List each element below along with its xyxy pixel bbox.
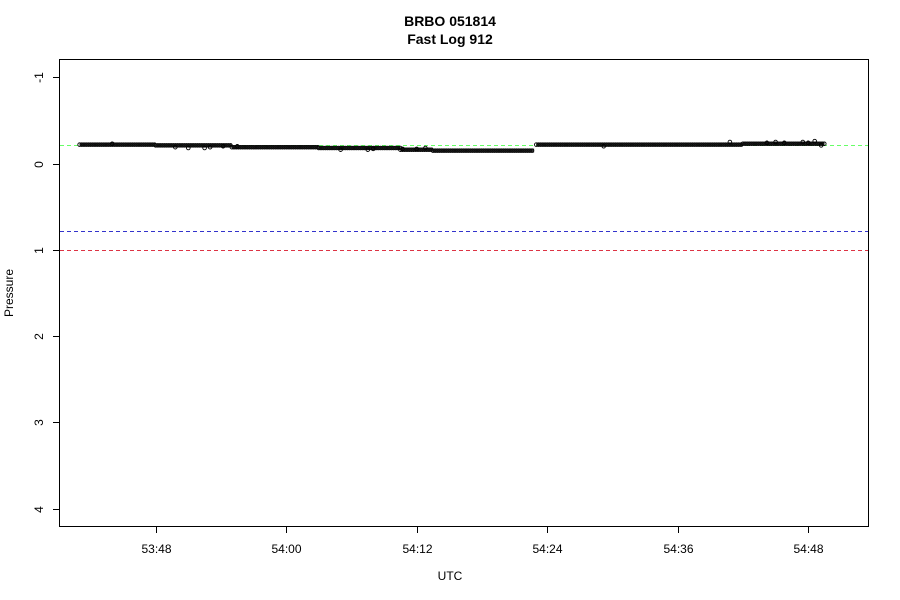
data-point — [173, 144, 178, 150]
data-point — [235, 144, 240, 149]
data-point — [818, 143, 824, 148]
data-point — [370, 146, 376, 152]
y-tick-label: 3 — [32, 419, 46, 426]
x-axis-label: UTC — [437, 569, 463, 583]
y-tick-label: 1 — [32, 247, 46, 254]
data-point-band — [433, 148, 535, 153]
data-point — [414, 146, 419, 152]
data-point-band — [742, 141, 825, 146]
x-tick-label: 54:00 — [271, 542, 301, 556]
data-point — [423, 145, 428, 151]
x-tick-label: 54:36 — [663, 542, 693, 556]
data-point — [601, 144, 606, 149]
y-axis-label: Pressure — [2, 268, 16, 318]
data-point — [782, 140, 787, 146]
x-tick-label: 54:24 — [532, 542, 562, 556]
data-point — [812, 138, 817, 144]
x-tick-label: 53:48 — [141, 542, 171, 556]
plot-frame — [59, 59, 869, 527]
data-point — [220, 144, 226, 149]
chart-subtitle: Fast Log 912 — [407, 31, 493, 47]
data-point — [727, 139, 733, 145]
x-tick-label: 54:48 — [793, 542, 823, 556]
y-tick-label: 2 — [32, 333, 46, 340]
data-point — [805, 140, 811, 146]
x-tick-label: 54:12 — [402, 542, 432, 556]
data-point — [365, 147, 371, 152]
data-point — [400, 146, 405, 152]
chart-title: BRBO 051814 — [404, 13, 496, 29]
data-point-band — [318, 146, 401, 150]
data-point — [186, 145, 191, 151]
data-point — [338, 147, 343, 152]
data-point-band — [79, 142, 156, 147]
y-tick-label: 4 — [32, 506, 46, 513]
data-point — [202, 145, 207, 151]
data-point — [109, 141, 115, 146]
data-point — [800, 139, 806, 145]
data-point — [764, 140, 770, 146]
y-tick-label: 0 — [32, 161, 46, 168]
data-point-band — [536, 142, 743, 147]
data-point — [207, 144, 213, 150]
y-tick-label: -1 — [32, 72, 46, 83]
data-point-band — [231, 145, 319, 150]
data-point — [773, 139, 778, 145]
data-point-band — [155, 143, 232, 148]
data-point-band — [400, 147, 433, 152]
